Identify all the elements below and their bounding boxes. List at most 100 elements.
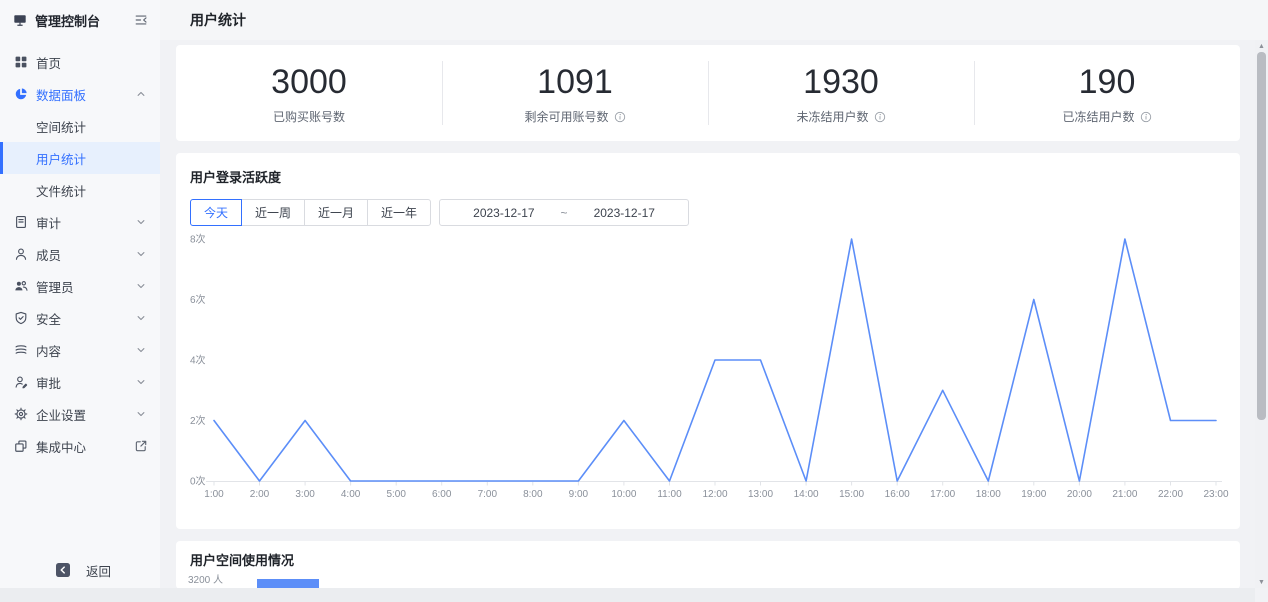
vertical-scrollbar[interactable]: ▲ ▼ bbox=[1255, 40, 1268, 588]
sidebar-item-label: 审计 bbox=[36, 216, 62, 231]
sidebar-item-label: 用户统计 bbox=[36, 152, 87, 167]
stat-label-text: 未冻结用户数 bbox=[796, 110, 869, 124]
layers-icon bbox=[14, 343, 28, 357]
collapse-sidebar-icon[interactable] bbox=[134, 13, 148, 27]
range-preset-button[interactable]: 近一月 bbox=[304, 199, 369, 226]
sidebar-item-members[interactable]: 成员 bbox=[0, 238, 160, 270]
sidebar-item-user-stats[interactable]: 用户统计 bbox=[0, 142, 160, 174]
sidebar-item-content[interactable]: 内容 bbox=[0, 334, 160, 366]
grid-icon bbox=[14, 55, 28, 69]
svg-text:8:00: 8:00 bbox=[523, 489, 543, 500]
stat-available-accounts: 1091 剩余可用账号数 bbox=[442, 61, 708, 125]
login-activity-card: 用户登录活跃度 今天 近一周 近一月 近一年 2023-12-17 ~ 2023-12… bbox=[176, 153, 1240, 529]
svg-text:6:00: 6:00 bbox=[432, 489, 452, 500]
login-activity-chart: 0次 2次 4次 6次 8次 1:00 2:00 3:00 4:00 5:00 6:00 7:00 8:… bbox=[190, 233, 1229, 500]
stat-value: 1091 bbox=[537, 63, 613, 101]
sidebar-item-admins[interactable]: 管理员 bbox=[0, 270, 160, 302]
chevron-up-icon bbox=[134, 87, 148, 101]
sidebar: 管理控制台 首页 数据面板空间统计用户统计文件统计审计成员管理员安全内容审批企业设… bbox=[0, 0, 160, 588]
svg-text:12:00: 12:00 bbox=[702, 489, 727, 500]
svg-text:17:00: 17:00 bbox=[930, 489, 955, 500]
sidebar-item-label: 内容 bbox=[36, 344, 62, 359]
sidebar-item-label: 企业设置 bbox=[36, 408, 87, 423]
sidebar-item-label: 空间统计 bbox=[36, 120, 87, 135]
date-start[interactable]: 2023-12-17 bbox=[473, 205, 535, 220]
users-icon bbox=[14, 279, 28, 293]
scroll-up-icon[interactable]: ▲ bbox=[1258, 42, 1265, 50]
stat-label: 已冻结用户数 bbox=[974, 108, 1240, 125]
stat-value: 3000 bbox=[271, 63, 347, 101]
stat-label-text: 已购买账号数 bbox=[272, 110, 345, 124]
space-usage-bar bbox=[257, 579, 319, 588]
info-icon[interactable] bbox=[614, 111, 626, 123]
sidebar-item-label: 文件统计 bbox=[36, 184, 87, 199]
stat-label: 未冻结用户数 bbox=[708, 108, 974, 125]
stat-value: 190 bbox=[1078, 63, 1136, 101]
svg-text:0次: 0次 bbox=[190, 475, 206, 488]
stat-label-text: 已冻结用户数 bbox=[1062, 110, 1135, 124]
topbar: 用户统计 bbox=[160, 0, 1268, 40]
monitor-icon bbox=[13, 13, 27, 27]
svg-text:16:00: 16:00 bbox=[885, 489, 910, 500]
sidebar-item-label: 成员 bbox=[36, 248, 62, 263]
scrollbar-thumb[interactable] bbox=[1257, 52, 1266, 420]
space-usage-axis-label: 3200 人 bbox=[188, 575, 224, 586]
chevron-down-icon bbox=[134, 343, 148, 357]
date-range-picker[interactable]: 2023-12-17 ~ 2023-12-17 bbox=[439, 199, 690, 226]
range-preset-button[interactable]: 近一年 bbox=[367, 199, 432, 226]
svg-text:5:00: 5:00 bbox=[386, 489, 406, 500]
info-icon[interactable] bbox=[874, 111, 886, 123]
svg-text:13:00: 13:00 bbox=[748, 489, 773, 500]
sidebar-nav: 首页 数据面板空间统计用户统计文件统计审计成员管理员安全内容审批企业设置集成中心 bbox=[0, 40, 160, 462]
sidebar-item-label: 安全 bbox=[36, 312, 62, 327]
svg-text:9:00: 9:00 bbox=[569, 489, 589, 500]
horizontal-scrollbar-track bbox=[0, 588, 1255, 602]
scroll-down-icon[interactable]: ▼ bbox=[1258, 578, 1265, 586]
svg-text:22:00: 22:00 bbox=[1158, 489, 1183, 500]
date-separator: ~ bbox=[560, 205, 568, 220]
sidebar-item-security[interactable]: 安全 bbox=[0, 302, 160, 334]
sidebar-item-home[interactable]: 首页 bbox=[0, 46, 160, 78]
back-icon bbox=[56, 563, 70, 577]
space-usage-card: 用户空间使用情况 3200 人 bbox=[176, 541, 1240, 588]
sidebar-item-approval[interactable]: 审批 bbox=[0, 366, 160, 398]
chart-filters: 今天 近一周 近一月 近一年 2023-12-17 ~ 2023-12-17 bbox=[190, 199, 690, 226]
book-icon bbox=[14, 215, 28, 229]
date-end[interactable]: 2023-12-17 bbox=[593, 205, 655, 220]
sidebar-item-audit[interactable]: 审计 bbox=[0, 206, 160, 238]
range-preset-button[interactable]: 今天 bbox=[190, 199, 243, 226]
sidebar-item-file-stats[interactable]: 文件统计 bbox=[0, 174, 160, 206]
svg-text:4次: 4次 bbox=[190, 354, 206, 367]
stat-label: 剩余可用账号数 bbox=[442, 108, 708, 125]
chevron-down-icon bbox=[134, 279, 148, 293]
svg-text:23:00: 23:00 bbox=[1203, 489, 1228, 500]
integration-icon bbox=[14, 439, 28, 453]
svg-text:2次: 2次 bbox=[190, 414, 206, 427]
range-preset-button[interactable]: 近一周 bbox=[241, 199, 306, 226]
svg-text:2:00: 2:00 bbox=[250, 489, 270, 500]
svg-text:21:00: 21:00 bbox=[1112, 489, 1137, 500]
main-area: 用户统计 3000 已购买账号数 1091 剩余可用账号数 1930 未冻结用户数 190 已… bbox=[160, 0, 1268, 588]
sidebar-item-label: 审批 bbox=[36, 376, 62, 391]
back-button[interactable]: 返回 bbox=[0, 557, 111, 583]
info-icon[interactable] bbox=[1140, 111, 1152, 123]
sidebar-item-data-panel[interactable]: 数据面板 bbox=[0, 78, 160, 110]
content: 3000 已购买账号数 1091 剩余可用账号数 1930 未冻结用户数 190 已冻结用户数… bbox=[160, 40, 1255, 588]
stat-unfrozen-users: 1930 未冻结用户数 bbox=[708, 61, 974, 125]
login-activity-line bbox=[213, 238, 1217, 482]
svg-text:11:00: 11:00 bbox=[657, 489, 682, 500]
pie-icon bbox=[14, 87, 28, 101]
space-usage-title: 用户空间使用情况 bbox=[190, 553, 295, 568]
svg-text:14:00: 14:00 bbox=[794, 489, 819, 500]
stat-label: 已购买账号数 bbox=[176, 108, 442, 125]
sidebar-item-space-stats[interactable]: 空间统计 bbox=[0, 110, 160, 142]
svg-text:7:00: 7:00 bbox=[478, 489, 498, 500]
back-label: 返回 bbox=[86, 564, 112, 579]
app-title: 管理控制台 bbox=[35, 13, 101, 29]
svg-text:6次: 6次 bbox=[190, 293, 206, 306]
sidebar-item-enterprise-settings[interactable]: 企业设置 bbox=[0, 398, 160, 430]
approval-icon bbox=[14, 375, 28, 389]
external-icon bbox=[134, 439, 148, 453]
sidebar-item-integration-center[interactable]: 集成中心 bbox=[0, 430, 160, 462]
